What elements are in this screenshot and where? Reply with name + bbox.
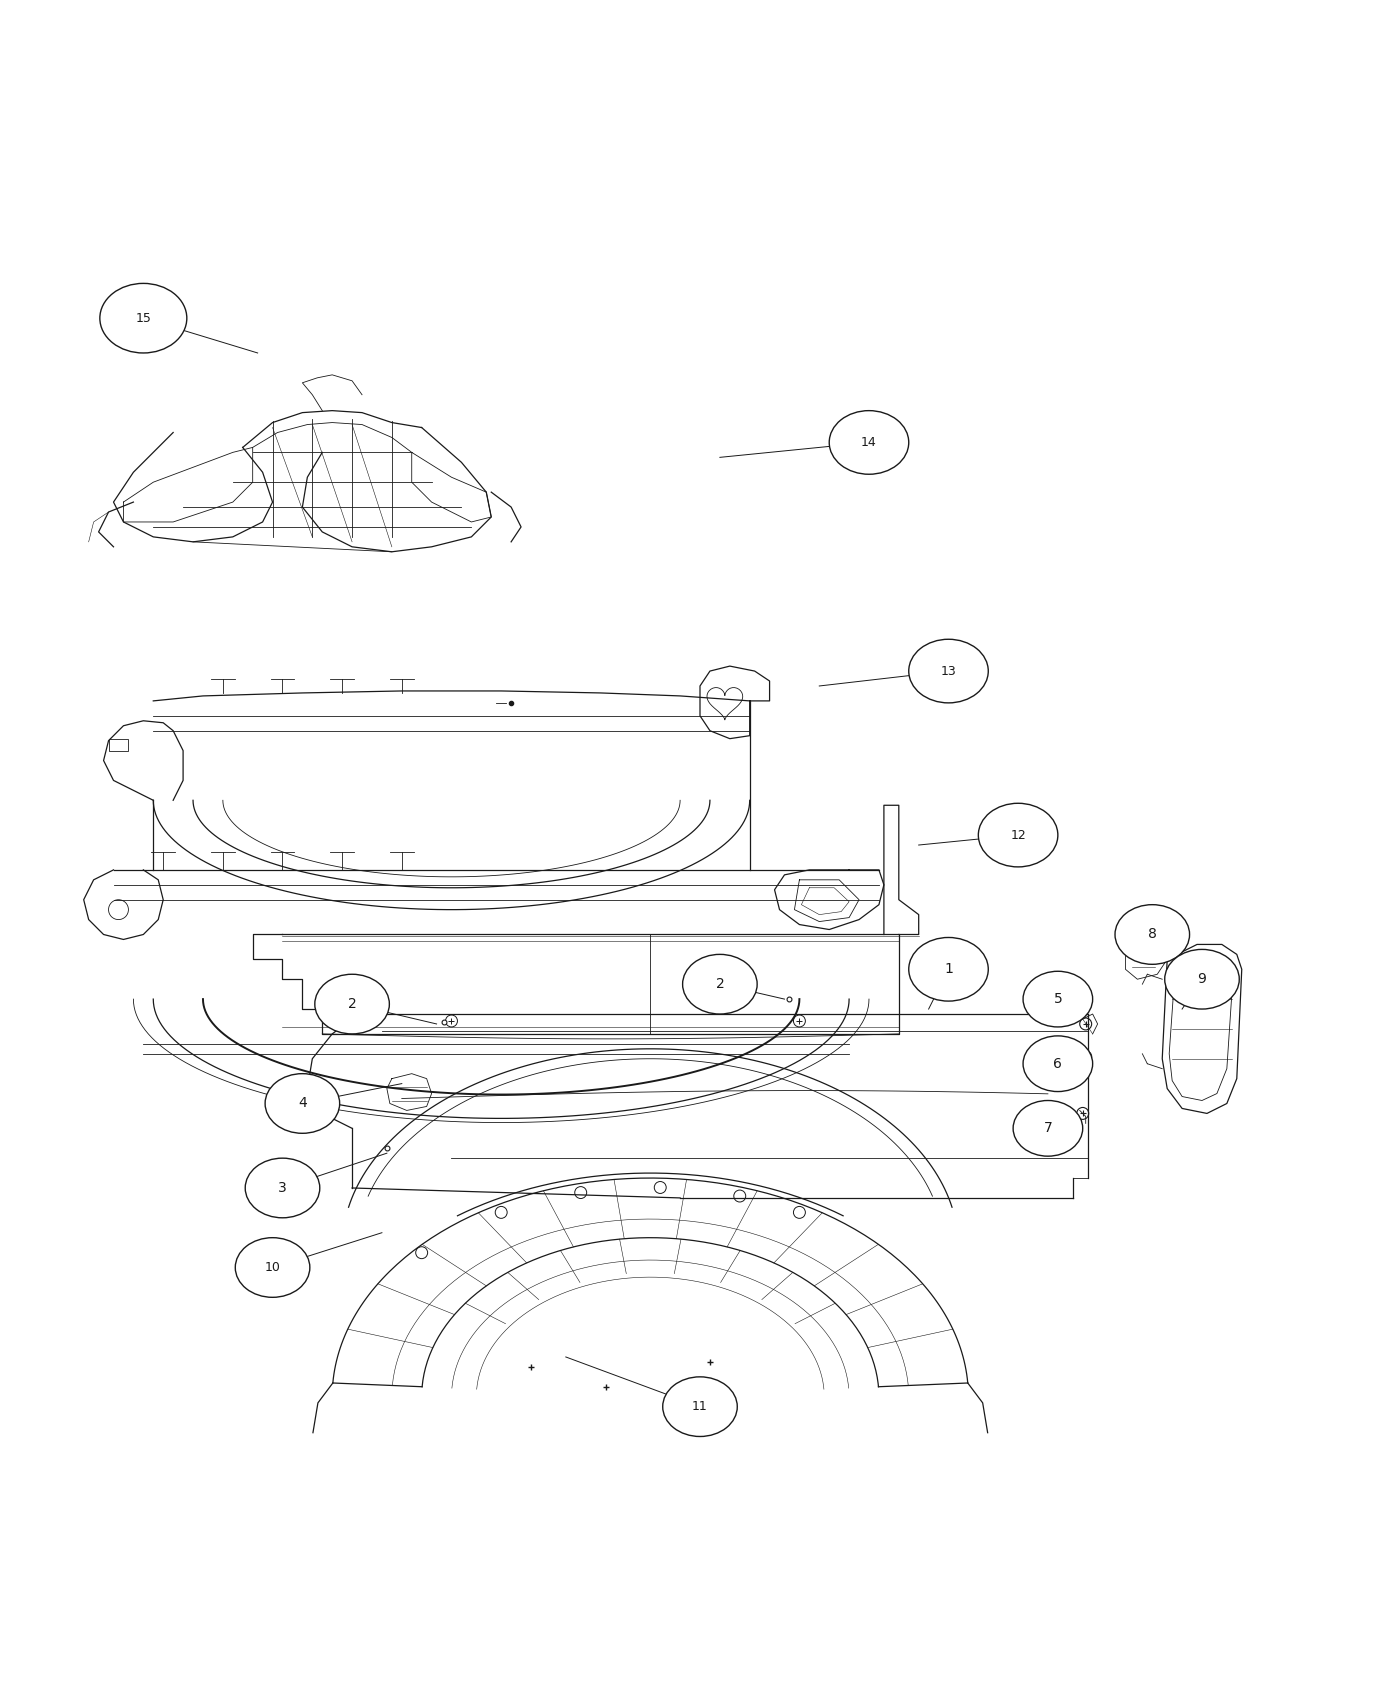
Text: 13: 13 — [941, 665, 956, 678]
Ellipse shape — [683, 954, 757, 1013]
Text: 3: 3 — [279, 1182, 287, 1195]
Ellipse shape — [1023, 971, 1092, 1027]
Ellipse shape — [909, 937, 988, 1001]
Ellipse shape — [662, 1377, 738, 1436]
Text: 15: 15 — [136, 311, 151, 325]
Circle shape — [794, 1015, 805, 1027]
Text: 12: 12 — [1011, 828, 1026, 842]
Text: 9: 9 — [1197, 972, 1207, 986]
Ellipse shape — [1114, 904, 1190, 964]
Text: 4: 4 — [298, 1096, 307, 1110]
Circle shape — [1077, 1107, 1089, 1119]
Circle shape — [1079, 1051, 1092, 1062]
Text: 14: 14 — [861, 435, 876, 449]
Ellipse shape — [829, 411, 909, 474]
Ellipse shape — [1014, 1100, 1082, 1156]
Ellipse shape — [909, 639, 988, 702]
Text: 2: 2 — [715, 977, 724, 991]
Text: 11: 11 — [692, 1401, 708, 1413]
Text: 10: 10 — [265, 1261, 280, 1273]
Ellipse shape — [235, 1238, 309, 1297]
Ellipse shape — [265, 1074, 340, 1134]
Text: 7: 7 — [1043, 1122, 1053, 1136]
Circle shape — [445, 1015, 458, 1027]
Ellipse shape — [315, 974, 389, 1034]
Ellipse shape — [1023, 1035, 1092, 1091]
Text: 8: 8 — [1148, 928, 1156, 942]
Ellipse shape — [99, 284, 186, 354]
Text: 6: 6 — [1053, 1057, 1063, 1071]
Circle shape — [1079, 1018, 1092, 1030]
Text: 5: 5 — [1053, 993, 1063, 1006]
Text: 2: 2 — [347, 998, 357, 1012]
Ellipse shape — [979, 804, 1058, 867]
Ellipse shape — [1165, 949, 1239, 1010]
Ellipse shape — [245, 1158, 319, 1217]
Text: 1: 1 — [944, 962, 953, 976]
